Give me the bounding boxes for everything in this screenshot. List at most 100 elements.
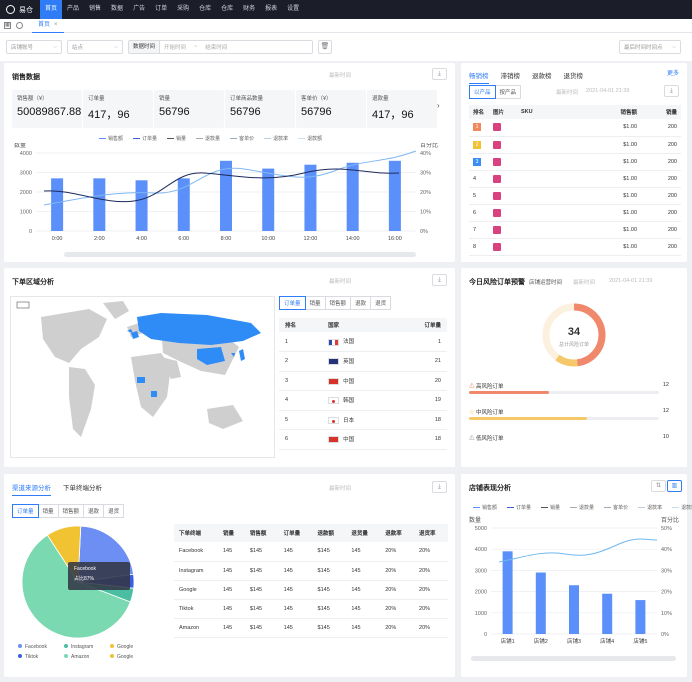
legend-item[interactable]: 退款率 (638, 504, 662, 511)
rank-tab-1[interactable]: 滞销榜 (500, 73, 521, 80)
chevron-right-icon[interactable]: › (437, 101, 440, 110)
legend-item[interactable]: 退款额 (298, 135, 322, 142)
close-icon[interactable]: × (54, 21, 58, 28)
bar[interactable] (346, 162, 359, 231)
bar[interactable] (93, 178, 106, 231)
table-row[interactable]: 7 $1.00 200 (469, 221, 681, 239)
channel-metric-btn-1[interactable]: 销量 (37, 504, 59, 518)
shop-select[interactable]: 店铺账号 ⌵ (6, 40, 62, 54)
bar[interactable] (635, 600, 646, 634)
table-header-cell[interactable]: 销量 (641, 105, 681, 119)
table-row[interactable]: 4 $1.00 200 (469, 170, 681, 188)
legend-item[interactable]: 退款率 (264, 135, 288, 142)
bar[interactable] (502, 551, 513, 634)
channel-tab-0[interactable]: 渠道来源分析 (12, 482, 51, 496)
channel-metric-btn-4[interactable]: 退货 (103, 504, 125, 518)
table-row[interactable]: 8 $1.00 200 (469, 238, 681, 256)
nav-item-5[interactable]: 订单 (155, 6, 168, 12)
table-row[interactable]: 5 日本 18 (279, 410, 447, 430)
legend-item[interactable]: Google (110, 654, 156, 660)
chart-scrollbar[interactable] (471, 656, 676, 661)
nav-item-10[interactable]: 报表 (265, 6, 278, 12)
table-header-cell[interactable]: 国家 (322, 318, 394, 332)
nav-item-7[interactable]: 仓库 (199, 6, 212, 12)
bar[interactable] (569, 585, 579, 634)
table-row[interactable]: 2 $1.00 200 (469, 136, 681, 154)
product-thumbnail[interactable] (493, 174, 501, 183)
channel-metric-btn-2[interactable]: 销售额 (57, 504, 85, 518)
grid-icon[interactable]: ▦ (4, 22, 11, 29)
bar[interactable] (535, 572, 546, 634)
table-row[interactable]: Instagram 145 $145 145 $145 145 20% 20% (174, 561, 448, 581)
region-metric-btn-0[interactable]: 订单量 (279, 296, 306, 310)
time-point-select[interactable]: 最后时间时间点 ⌵ (619, 40, 681, 54)
table-row[interactable]: 1 $1.00 200 (469, 119, 681, 137)
table-header-cell[interactable]: 图片 (489, 105, 517, 119)
legend-item[interactable]: 退款额 (672, 504, 692, 511)
nav-item-8[interactable]: 仓库 (221, 6, 234, 12)
table-header-cell[interactable]: SKU (517, 105, 595, 119)
table-row[interactable]: 6 $1.00 200 (469, 204, 681, 222)
legend-item[interactable]: Google (110, 644, 156, 650)
region-metric-btn-2[interactable]: 销售额 (324, 296, 352, 310)
legend-item[interactable]: Instagram (64, 644, 110, 650)
bar[interactable] (602, 593, 613, 634)
table-header-cell[interactable]: 订单量 (393, 318, 447, 332)
download-button[interactable]: ⤓ (432, 274, 447, 286)
site-select[interactable]: 站点 ⌵ (67, 40, 123, 54)
table-header-cell[interactable]: 排名 (279, 318, 323, 332)
nav-item-1[interactable]: 产品 (67, 6, 80, 12)
nav-item-0[interactable]: 首页 (40, 0, 63, 19)
date-start[interactable]: 开始时间 (164, 45, 187, 51)
table-row[interactable]: 2 英国 21 (279, 351, 447, 372)
bar[interactable] (177, 178, 190, 231)
table-header-cell[interactable]: 下单终端 (174, 524, 218, 542)
table-row[interactable]: Amazon 145 $145 145 $145 145 20% 20% (174, 618, 448, 638)
table-header-cell[interactable]: 退货率 (414, 524, 448, 542)
channel-metric-btn-3[interactable]: 退款 (83, 504, 105, 518)
nav-item-11[interactable]: 设置 (287, 6, 300, 12)
donut-segment[interactable] (542, 303, 606, 367)
region-metric-btn-4[interactable]: 退货 (370, 296, 392, 310)
legend-item[interactable]: 订单量 (133, 135, 157, 142)
table-row[interactable]: 5 $1.00 200 (469, 187, 681, 205)
product-thumbnail[interactable] (493, 140, 501, 149)
table-row[interactable]: Tiktok 145 $145 145 $145 145 20% 20% (174, 599, 448, 619)
rank-tab-0[interactable]: 畅销榜 (469, 70, 489, 84)
table-header-cell[interactable]: 退款率 (380, 524, 415, 542)
map-zoom-icon[interactable] (16, 301, 30, 309)
region-metric-btn-1[interactable]: 销量 (304, 296, 326, 310)
legend-item[interactable]: Facebook (18, 644, 64, 650)
nav-item-3[interactable]: 数据 (111, 6, 124, 12)
home-icon[interactable] (16, 22, 23, 29)
table-header-cell[interactable]: 退款额 (312, 524, 347, 542)
legend-item[interactable]: 客单价 (604, 504, 628, 511)
legend-item[interactable]: Amazon (64, 654, 110, 660)
risk-row[interactable]: ☆ 中风险订单 12 (469, 408, 669, 420)
legend-item[interactable]: 订单量 (507, 504, 531, 511)
product-thumbnail[interactable] (493, 225, 501, 234)
table-header-cell[interactable]: 退货量 (346, 524, 381, 542)
table-header-cell[interactable]: 销量 (218, 524, 245, 542)
download-button[interactable]: ⤓ (432, 481, 447, 493)
rank-tab-2[interactable]: 退款榜 (532, 73, 552, 80)
bar[interactable] (388, 160, 401, 231)
nav-item-9[interactable]: 财务 (243, 6, 256, 12)
download-button[interactable]: ⤓ (664, 85, 679, 97)
table-header-cell[interactable]: 销售额 (244, 524, 279, 542)
table-header-cell[interactable]: 订单量 (278, 524, 313, 542)
legend-item[interactable]: 销售额 (99, 135, 123, 142)
product-thumbnail[interactable] (493, 191, 501, 200)
bar[interactable] (51, 178, 64, 231)
brand-logo[interactable]: 易仓 (0, 5, 40, 15)
donut-segment[interactable] (542, 303, 606, 367)
table-header-cell[interactable]: 排名 (469, 105, 489, 119)
region-metric-btn-3[interactable]: 退款 (350, 296, 372, 310)
legend-item[interactable]: 销量 (541, 504, 560, 511)
legend-item[interactable]: 销量 (167, 135, 186, 142)
rank-subtab-0[interactable]: 以产品 (469, 85, 496, 99)
legend-item[interactable]: 退款量 (196, 135, 220, 142)
product-thumbnail[interactable] (493, 208, 501, 217)
table-row[interactable]: Facebook 145 $145 145 $145 145 20% 20% (174, 542, 448, 562)
bar[interactable] (262, 168, 275, 231)
